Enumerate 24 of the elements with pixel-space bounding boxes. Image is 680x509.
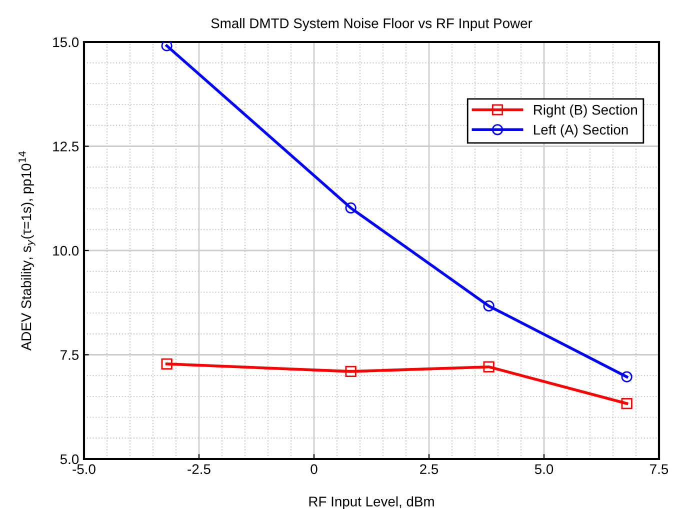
x-tick-label: 5.0 [534,464,554,474]
x-tick-label: 7.5 [650,464,668,474]
y-axis-title: ADEV Stability, s$_{y}$(τ=1s), pp10$^{14}$ [18,151,36,351]
point [345,366,356,377]
point [161,358,172,370]
point [483,361,494,372]
y-tick-label: 15.0 [53,37,79,48]
legend-label: Left (A) Section [534,124,628,138]
point [161,42,172,52]
chart-title: Small DMTD System Noise Floor vs RF Input Power [211,18,532,31]
y-tick-label: 12.5 [53,142,79,152]
x-tick-label: 2.5 [420,464,438,474]
point [345,202,356,214]
legend-label: Right (B) Section [534,104,637,118]
y-tick-label: 5.0 [60,454,79,464]
point [483,300,494,312]
x-tick-label: -2.5 [188,464,210,474]
x-axis-title: RF Input Level, dBm [309,496,434,509]
y-tick-label: 7.5 [60,350,79,360]
x-tick-label: 0 [310,464,318,474]
x-tick-label: -5.0 [72,464,96,474]
point [621,371,632,382]
y-tick-label: 10.0 [53,246,79,256]
point [621,398,632,410]
